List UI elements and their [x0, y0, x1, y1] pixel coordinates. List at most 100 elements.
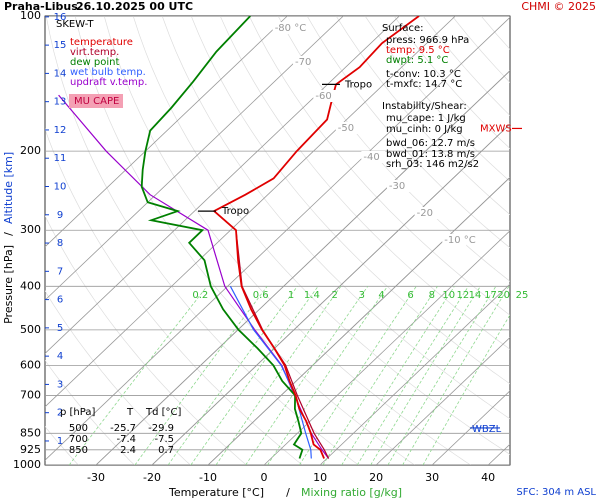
x-tick-label: 20	[369, 471, 383, 484]
y-tick-label: 1000	[13, 458, 41, 471]
legend-entry: updraft v.temp.	[70, 77, 147, 88]
label-bg	[293, 56, 318, 68]
legend-entry: virt.temp.	[70, 47, 119, 58]
label-bg	[442, 234, 467, 246]
isotherm-label: -80 °C	[275, 23, 307, 34]
dry-adiabat	[568, 16, 600, 465]
info-line: Surface:	[382, 23, 423, 34]
station: Praha-Libus	[4, 0, 78, 13]
mixing-ratio-label: 1	[288, 290, 294, 301]
label-bg	[386, 180, 411, 192]
y2-tick-label: 3	[57, 379, 63, 390]
x-tick-label: 40	[481, 471, 495, 484]
y2-tick-label: 13	[54, 97, 67, 108]
x-sep: /	[286, 486, 290, 499]
info-line: Instability/Shear:	[382, 101, 467, 112]
mixing-ratio-label: 25	[516, 290, 529, 301]
y2-tick-label: 6	[57, 295, 63, 306]
mixing-ratio-line	[322, 286, 438, 465]
y2-tick-label: 2	[57, 408, 63, 419]
mixing-ratio-label: 0.2	[192, 290, 208, 301]
grid	[45, 16, 600, 465]
mixing-ratio-label: 14	[469, 290, 482, 301]
y-tick-label: 400	[20, 279, 41, 292]
y2-tick-label: 7	[57, 266, 63, 277]
label-bg	[414, 207, 439, 219]
level-label: Tropo	[344, 79, 372, 90]
table-cell: 700	[69, 434, 88, 445]
table-cell: -29.9	[148, 423, 174, 434]
info-line: t-mxfc: 14.7 °C	[386, 79, 462, 90]
info-line: mu_cinh: 0 J/kg	[386, 124, 463, 135]
label-bg	[272, 22, 297, 34]
mixing-ratio-line	[68, 286, 208, 465]
table-header: Td [°C]	[145, 407, 182, 418]
info-line: dwpt: 5.1 °C	[386, 55, 448, 66]
table-header: p [hPa]	[60, 407, 95, 418]
dry-adiabat	[277, 16, 510, 282]
dry-adiabat	[509, 16, 510, 17]
cape-label: MU CAPE	[74, 96, 119, 107]
y2-label: Altitude [km]	[2, 152, 15, 224]
mixing-ratio-label: 1.4	[304, 290, 320, 301]
table-cell: 2.4	[120, 445, 136, 456]
isotherm-label: -10 °C	[444, 235, 476, 246]
mixing-ratio-line	[167, 286, 298, 465]
isotherm-label: -50	[338, 123, 354, 134]
mixing-ratio-label: 20	[497, 290, 510, 301]
legend-entry: temperature	[70, 37, 133, 48]
mixing-ratio-label: 4	[378, 290, 384, 301]
dry-adiabat	[190, 16, 510, 385]
y-tick-label: 925	[20, 443, 41, 456]
y-label: Pressure [hPa]	[2, 245, 15, 324]
info-line: srh_03: 146 m2/s2	[386, 159, 479, 170]
table-header: T	[126, 407, 134, 418]
y2-tick-label: 5	[57, 323, 63, 334]
table-cell: -7.4	[116, 434, 136, 445]
legend-entry: wet bulb temp.	[70, 67, 146, 78]
info-line: mu_cape: 1 J/kg	[386, 113, 466, 124]
x2-label: Mixing ratio [g/kg]	[301, 486, 402, 499]
y2-tick-label: 10	[54, 181, 67, 192]
mixing-ratio-label: 12	[457, 290, 470, 301]
mixing-ratio-label: 6	[407, 290, 413, 301]
isotherm	[95, 70, 510, 465]
y2-tick-label: 9	[57, 210, 63, 221]
y2-tick-label: 16	[54, 12, 67, 23]
isotherm	[263, 230, 510, 465]
table-cell: -7.5	[154, 434, 174, 445]
mixing-ratio-line	[134, 286, 268, 465]
time: 26.10.2025 00 UTC	[76, 0, 193, 13]
y-sep: /	[2, 232, 15, 236]
isotherm-label: -20	[417, 208, 433, 219]
isotherm-label: -60	[315, 91, 331, 102]
x-tick-label: 10	[313, 471, 327, 484]
mixing-ratio-label: 10	[442, 290, 455, 301]
y-tick-label: 100	[20, 9, 41, 22]
isotherm	[151, 123, 510, 465]
diagram-title: SKEW-T	[56, 19, 94, 30]
info-line: bwd_01: 13.8 m/s	[386, 149, 475, 160]
profile-line	[58, 94, 330, 459]
table-cell: -25.7	[110, 423, 136, 434]
y-tick-label: 850	[20, 426, 41, 439]
y2-tick-label: 4	[57, 351, 63, 362]
x-tick-label: -30	[87, 471, 105, 484]
legend-entry: dew point	[70, 57, 119, 68]
isotherm	[375, 336, 510, 465]
cape-box	[69, 94, 123, 108]
mixing-ratio-line	[299, 286, 417, 465]
mixing-ratio-line	[267, 286, 388, 465]
x-tick-label: 30	[425, 471, 439, 484]
dry-adiabat	[248, 16, 510, 316]
table-cell: 500	[69, 423, 88, 434]
level-label: WBZL	[472, 424, 502, 435]
mixing-ratio-line	[422, 314, 510, 465]
y-axis-title: Pressure [hPa] / Altitude [km]	[2, 152, 15, 324]
x-tick-label: 0	[261, 471, 268, 484]
dry-adiabat	[306, 16, 510, 249]
y2-tick-label: 8	[57, 238, 63, 249]
info-line: press: 966.9 hPa	[386, 35, 469, 46]
isotherm-label: -40	[363, 152, 379, 163]
